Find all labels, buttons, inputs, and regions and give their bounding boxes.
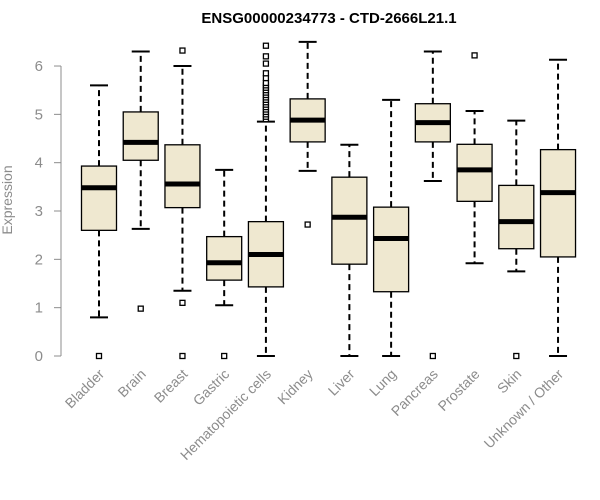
x-category-label: Kidney [274, 366, 316, 408]
box-iqr [80, 165, 118, 231]
box-1 [80, 84, 118, 360]
box-2 [122, 50, 159, 312]
outlier-point [262, 53, 270, 60]
x-category-label: Skin [494, 366, 525, 397]
box-iqr [456, 143, 493, 202]
outlier-point [262, 60, 270, 67]
x-category-label: Prostate [435, 366, 483, 414]
plot-area [80, 40, 577, 360]
box-10 [456, 52, 493, 265]
outlier-point [95, 352, 103, 360]
outlier-point [262, 70, 270, 77]
box-iqr [164, 144, 201, 209]
outlier-point [304, 221, 311, 228]
outlier-point [221, 352, 228, 360]
box-6 [289, 40, 326, 228]
y-tick-label: 6 [35, 58, 43, 75]
chart-title: ENSG00000234773 - CTD-2666L21.1 [201, 10, 456, 27]
box-iqr [498, 184, 535, 250]
box-8 [372, 98, 410, 357]
y-tick-label: 5 [35, 106, 43, 123]
box-iqr [331, 176, 368, 265]
x-category-label: Breast [151, 366, 191, 406]
outlier-point [513, 352, 520, 360]
x-category-label: Lung [366, 366, 399, 399]
x-category-label: Brain [114, 366, 148, 400]
y-tick-label: 4 [35, 155, 43, 172]
outlier-point [262, 42, 270, 49]
box-4 [206, 168, 243, 360]
x-category-label: Bladder [62, 366, 108, 412]
outlier-point [179, 352, 186, 360]
y-tick-label: 2 [35, 251, 43, 268]
y-tick-label: 1 [35, 300, 43, 317]
outlier-point [471, 52, 478, 59]
box-11 [498, 119, 535, 360]
box-iqr [122, 111, 159, 161]
box-iqr [539, 148, 577, 258]
box-iqr [206, 235, 243, 281]
outlier-point [179, 47, 186, 54]
box-5 [247, 42, 285, 357]
x-category-label: Liver [325, 366, 358, 399]
y-axis: 0 1 2 3 4 5 6 [35, 58, 62, 365]
outlier-point [429, 352, 436, 360]
y-tick-label: 0 [35, 348, 43, 365]
box-9 [414, 50, 451, 360]
y-axis-label: Expression [0, 165, 15, 234]
outlier-point [137, 305, 144, 312]
box-3 [164, 47, 201, 360]
box-12 [539, 58, 577, 357]
y-tick-label: 3 [35, 203, 43, 220]
outlier-point [179, 299, 186, 306]
x-category-label: Unknown / Other [481, 366, 567, 452]
box-7 [331, 143, 368, 357]
box-iqr [372, 206, 410, 293]
